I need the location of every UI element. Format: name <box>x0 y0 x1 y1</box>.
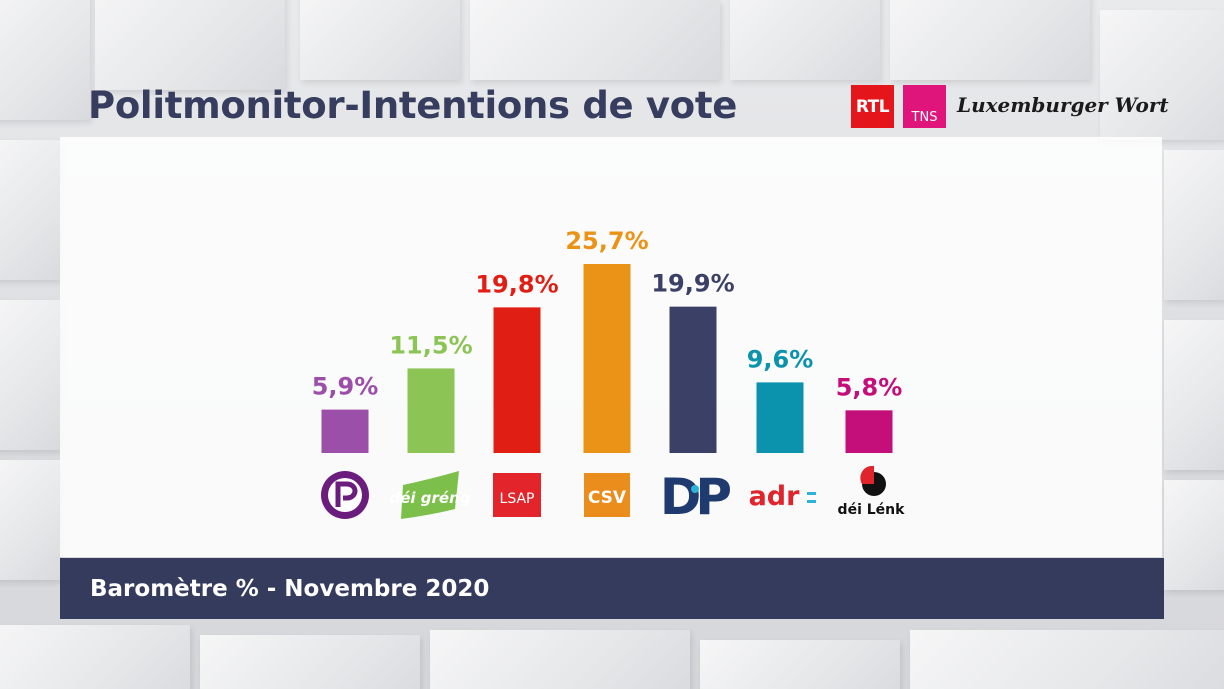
bar-6 <box>756 382 804 453</box>
data-label-6: 9,6% <box>747 345 814 373</box>
footer-bar: Baromètre % - Novembre 2020 <box>60 558 1164 619</box>
svg-text:déi Lénk: déi Lénk <box>838 502 906 518</box>
luxemburger-wort-logo: Luxemburger Wort <box>957 93 1169 117</box>
bar-2 <box>407 368 455 453</box>
lsap-logo-icon: LSAP <box>493 473 541 517</box>
bar-4 <box>583 264 631 453</box>
bar-1 <box>321 409 369 453</box>
dp-logo-icon: DP <box>660 468 737 526</box>
dei-lenk-logo-icon: déi Lénk <box>838 465 906 518</box>
bar-5 <box>669 306 717 453</box>
data-label-7: 5,8% <box>836 373 903 401</box>
data-label-3: 19,8% <box>475 270 558 298</box>
csv-logo-icon: CSV <box>584 473 630 517</box>
svg-text:DP: DP <box>660 468 731 526</box>
data-label-5: 19,9% <box>651 270 734 298</box>
svg-text:déi gréng: déi gréng <box>390 489 471 507</box>
adr-logo-icon: adr <box>749 481 816 512</box>
svg-text:CSV: CSV <box>588 488 627 508</box>
data-label-4: 25,7% <box>565 227 648 255</box>
pirate-party-logo-icon <box>321 471 369 519</box>
data-label-2: 11,5% <box>389 331 472 359</box>
bar-7 <box>845 410 893 453</box>
chart-title: Politmonitor-Intentions de vote <box>88 84 738 127</box>
svg-text:LSAP: LSAP <box>500 491 535 507</box>
bar-chart: 5,9% 11,5% 19,8%25,7%19,9% 9,6% 5,8% déi grén… <box>312 227 906 526</box>
footer-caption: Baromètre % - Novembre 2020 <box>90 575 490 602</box>
tns-logo: TNS <box>903 85 946 128</box>
bar-3 <box>493 307 541 453</box>
svg-text:adr: adr <box>749 481 801 512</box>
data-label-1: 5,9% <box>312 373 379 401</box>
dei-greng-logo-icon: déi gréng <box>390 471 471 519</box>
rtl-logo: RTL <box>851 85 894 128</box>
